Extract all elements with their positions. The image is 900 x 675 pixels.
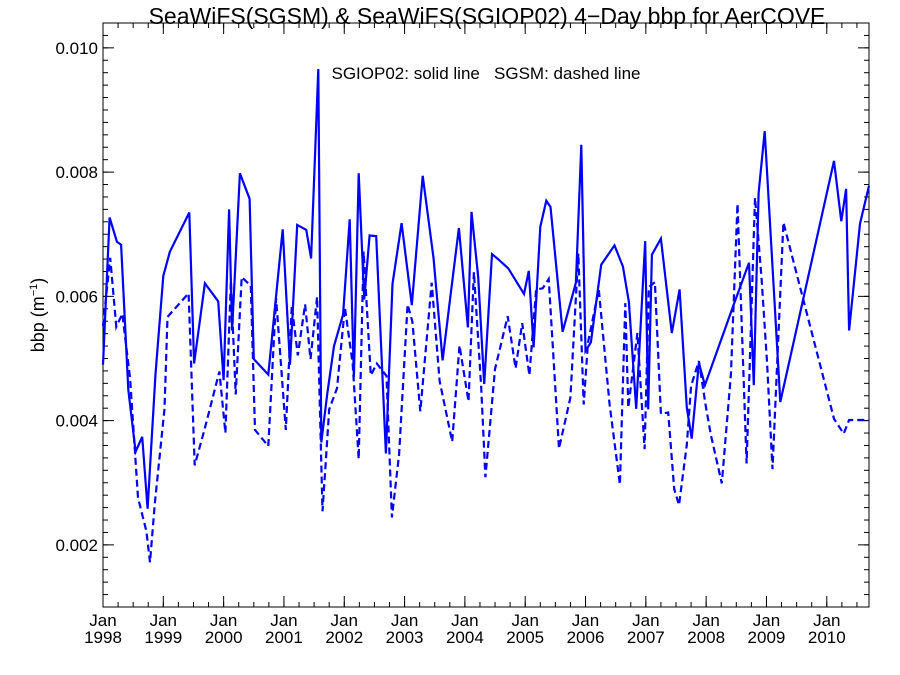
- y-axis-label-close: ): [28, 278, 48, 284]
- x-tick-label-year: 2006: [567, 628, 605, 647]
- series-line-solid: [101, 68, 871, 509]
- x-tick-label-month: Jan: [511, 611, 538, 630]
- x-tick-label-year: 2009: [748, 628, 786, 647]
- x-tick-label-month: Jan: [331, 611, 358, 630]
- y-tick-label: 0.008: [55, 163, 98, 182]
- y-axis-label-main: bbp (m: [28, 296, 48, 352]
- x-tick-label-month: Jan: [692, 611, 719, 630]
- x-tick-label-year: 2000: [205, 628, 243, 647]
- x-tick-label-month: Jan: [89, 611, 116, 630]
- x-tick-label-month: Jan: [632, 611, 659, 630]
- x-tick-label-month: Jan: [270, 611, 297, 630]
- x-tick-label-year: 2002: [325, 628, 363, 647]
- y-axis: 0.002 0.004 0.006 0.008 0.010: [55, 39, 869, 555]
- x-tick-label-month: Jan: [813, 611, 840, 630]
- x-tick-label-month: Jan: [210, 611, 237, 630]
- x-tick-label-year: 2007: [627, 628, 665, 647]
- y-tick-label: 0.010: [55, 39, 98, 58]
- y-tick-label: 0.002: [55, 536, 98, 555]
- series-line-dashed: [101, 197, 869, 563]
- x-tick-label-year: 2003: [386, 628, 424, 647]
- x-tick-label-year: 2001: [265, 628, 303, 647]
- x-tick-label-year: 2010: [808, 628, 846, 647]
- x-tick-label-month: Jan: [753, 611, 780, 630]
- minor-ticks: [102, 22, 869, 608]
- plot-frame: [102, 22, 870, 608]
- x-tick-label-year: 2004: [446, 628, 484, 647]
- x-tick-label-month: Jan: [150, 611, 177, 630]
- series-style-annotation: SGIOP02: solid line SGSM: dashed line: [332, 64, 641, 83]
- x-tick-label-year: 1999: [144, 628, 182, 647]
- x-tick-label-year: 1998: [84, 628, 122, 647]
- chart-title: SeaWiFS(SGSM) & SeaWiFS(SGIOP02) 4−Day b…: [149, 3, 826, 29]
- x-tick-label-month: Jan: [572, 611, 599, 630]
- x-tick-label-month: Jan: [451, 611, 478, 630]
- series-group: [101, 68, 871, 563]
- x-tick-label-year: 2005: [506, 628, 544, 647]
- y-axis-label-exponent: −1: [28, 284, 40, 297]
- x-axis: Jan1998Jan1999Jan2000Jan2001Jan2002Jan20…: [84, 23, 846, 647]
- x-tick-label-month: Jan: [391, 611, 418, 630]
- y-tick-label: 0.004: [55, 412, 98, 431]
- x-tick-label-year: 2008: [687, 628, 725, 647]
- y-axis-label: bbp (m−1): [28, 278, 48, 353]
- y-tick-label: 0.006: [55, 287, 98, 306]
